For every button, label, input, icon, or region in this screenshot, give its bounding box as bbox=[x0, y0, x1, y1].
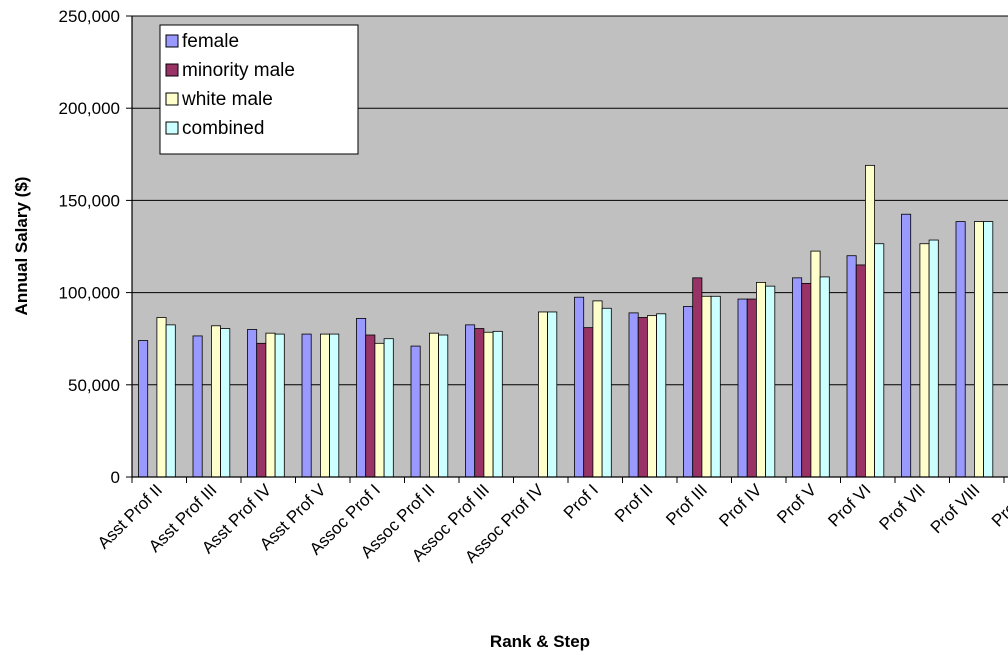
bar-female bbox=[192, 335, 203, 478]
bar-combined bbox=[710, 295, 721, 478]
legend-swatch bbox=[165, 63, 179, 77]
legend-label: white male bbox=[181, 89, 273, 110]
bar-female bbox=[356, 318, 367, 478]
legend-label: female bbox=[182, 31, 239, 52]
bar-female bbox=[574, 296, 585, 478]
bar-white-male bbox=[701, 295, 712, 478]
bar-white-male bbox=[428, 332, 439, 478]
x-tick-label: Prof VII bbox=[876, 480, 930, 534]
bar-white-male bbox=[756, 282, 767, 478]
bar-combined bbox=[329, 333, 340, 478]
bar-female bbox=[901, 213, 912, 478]
bar-female bbox=[792, 277, 803, 478]
bar-combined bbox=[547, 311, 558, 478]
bar-female bbox=[628, 312, 639, 478]
axes bbox=[131, 15, 1008, 483]
bar-minority-male bbox=[692, 277, 703, 478]
bar-combined bbox=[601, 307, 612, 478]
bar-combined bbox=[928, 239, 939, 478]
bar-minority-male bbox=[801, 282, 812, 478]
bar-white-male bbox=[974, 221, 985, 478]
bar-white-male bbox=[810, 250, 821, 478]
bar-minority-male bbox=[746, 298, 757, 478]
x-tick-label: Prof I bbox=[560, 480, 602, 522]
y-tick-labels: 0 50,000 100,000 150,000 200,000 250,000 bbox=[59, 7, 132, 487]
bar-minority-male bbox=[583, 327, 594, 478]
x-tick-label: Prof II bbox=[611, 480, 657, 526]
y-tick-label: 0 bbox=[111, 468, 120, 487]
bar-combined bbox=[819, 276, 830, 478]
bar-white-male bbox=[647, 315, 658, 478]
bar-minority-male bbox=[855, 264, 866, 478]
legend-label: combined bbox=[182, 118, 264, 139]
x-tick-label: Prof VIII bbox=[927, 480, 984, 537]
bar-combined bbox=[220, 328, 231, 478]
bar-white-male bbox=[156, 317, 167, 478]
legend-label: minority male bbox=[182, 60, 295, 81]
bar-female bbox=[955, 221, 966, 478]
bar-minority-male bbox=[474, 328, 485, 478]
bar-combined bbox=[492, 330, 503, 478]
bar-combined bbox=[656, 313, 667, 478]
legend-swatch bbox=[165, 92, 179, 106]
x-tick-label: Prof IV bbox=[715, 480, 766, 531]
legend-swatch bbox=[165, 34, 179, 48]
bar-female bbox=[410, 345, 421, 478]
bar-combined bbox=[983, 221, 994, 478]
bar-combined bbox=[383, 338, 394, 478]
bar-white-male bbox=[265, 332, 276, 478]
bar-white-male bbox=[865, 164, 876, 478]
bar-female bbox=[683, 306, 694, 478]
y-tick-label: 250,000 bbox=[59, 7, 120, 26]
bar-female bbox=[846, 255, 857, 478]
bar-female bbox=[301, 333, 312, 478]
bar-white-male bbox=[210, 325, 221, 478]
bar-white-male bbox=[919, 243, 930, 478]
x-tick-label: Prof IX bbox=[988, 480, 1008, 530]
bar-white-male bbox=[483, 331, 494, 478]
bar-white-male bbox=[592, 300, 603, 478]
bar-female bbox=[247, 329, 258, 478]
bar-minority-male bbox=[365, 334, 376, 478]
y-tick-label: 100,000 bbox=[59, 284, 120, 303]
y-tick-label: 150,000 bbox=[59, 191, 120, 210]
bar-white-male bbox=[374, 342, 385, 478]
x-tick-label: Prof VI bbox=[824, 480, 874, 530]
legend-box bbox=[159, 24, 359, 155]
bar-minority-male bbox=[637, 317, 648, 478]
legend: female minority male white male combined bbox=[159, 24, 359, 155]
bar-combined bbox=[274, 333, 285, 478]
bar-combined bbox=[165, 324, 176, 478]
bar-female bbox=[737, 298, 748, 478]
bar-female bbox=[138, 340, 149, 478]
bar-white-male bbox=[319, 333, 330, 478]
bar-female bbox=[465, 324, 476, 478]
x-axis-title: Rank & Step bbox=[490, 632, 590, 651]
bar-combined bbox=[765, 285, 776, 478]
y-axis-title: Annual Salary ($) bbox=[12, 177, 31, 316]
x-tick-label: Prof V bbox=[773, 480, 820, 527]
x-tick-label: Prof III bbox=[662, 480, 711, 529]
bar-combined bbox=[438, 334, 449, 478]
bar-minority-male bbox=[256, 342, 267, 478]
legend-swatch bbox=[165, 121, 179, 135]
y-tick-label: 200,000 bbox=[59, 99, 120, 118]
bar-white-male bbox=[538, 311, 549, 478]
bar-combined bbox=[874, 243, 885, 478]
y-tick-label: 50,000 bbox=[68, 376, 120, 395]
